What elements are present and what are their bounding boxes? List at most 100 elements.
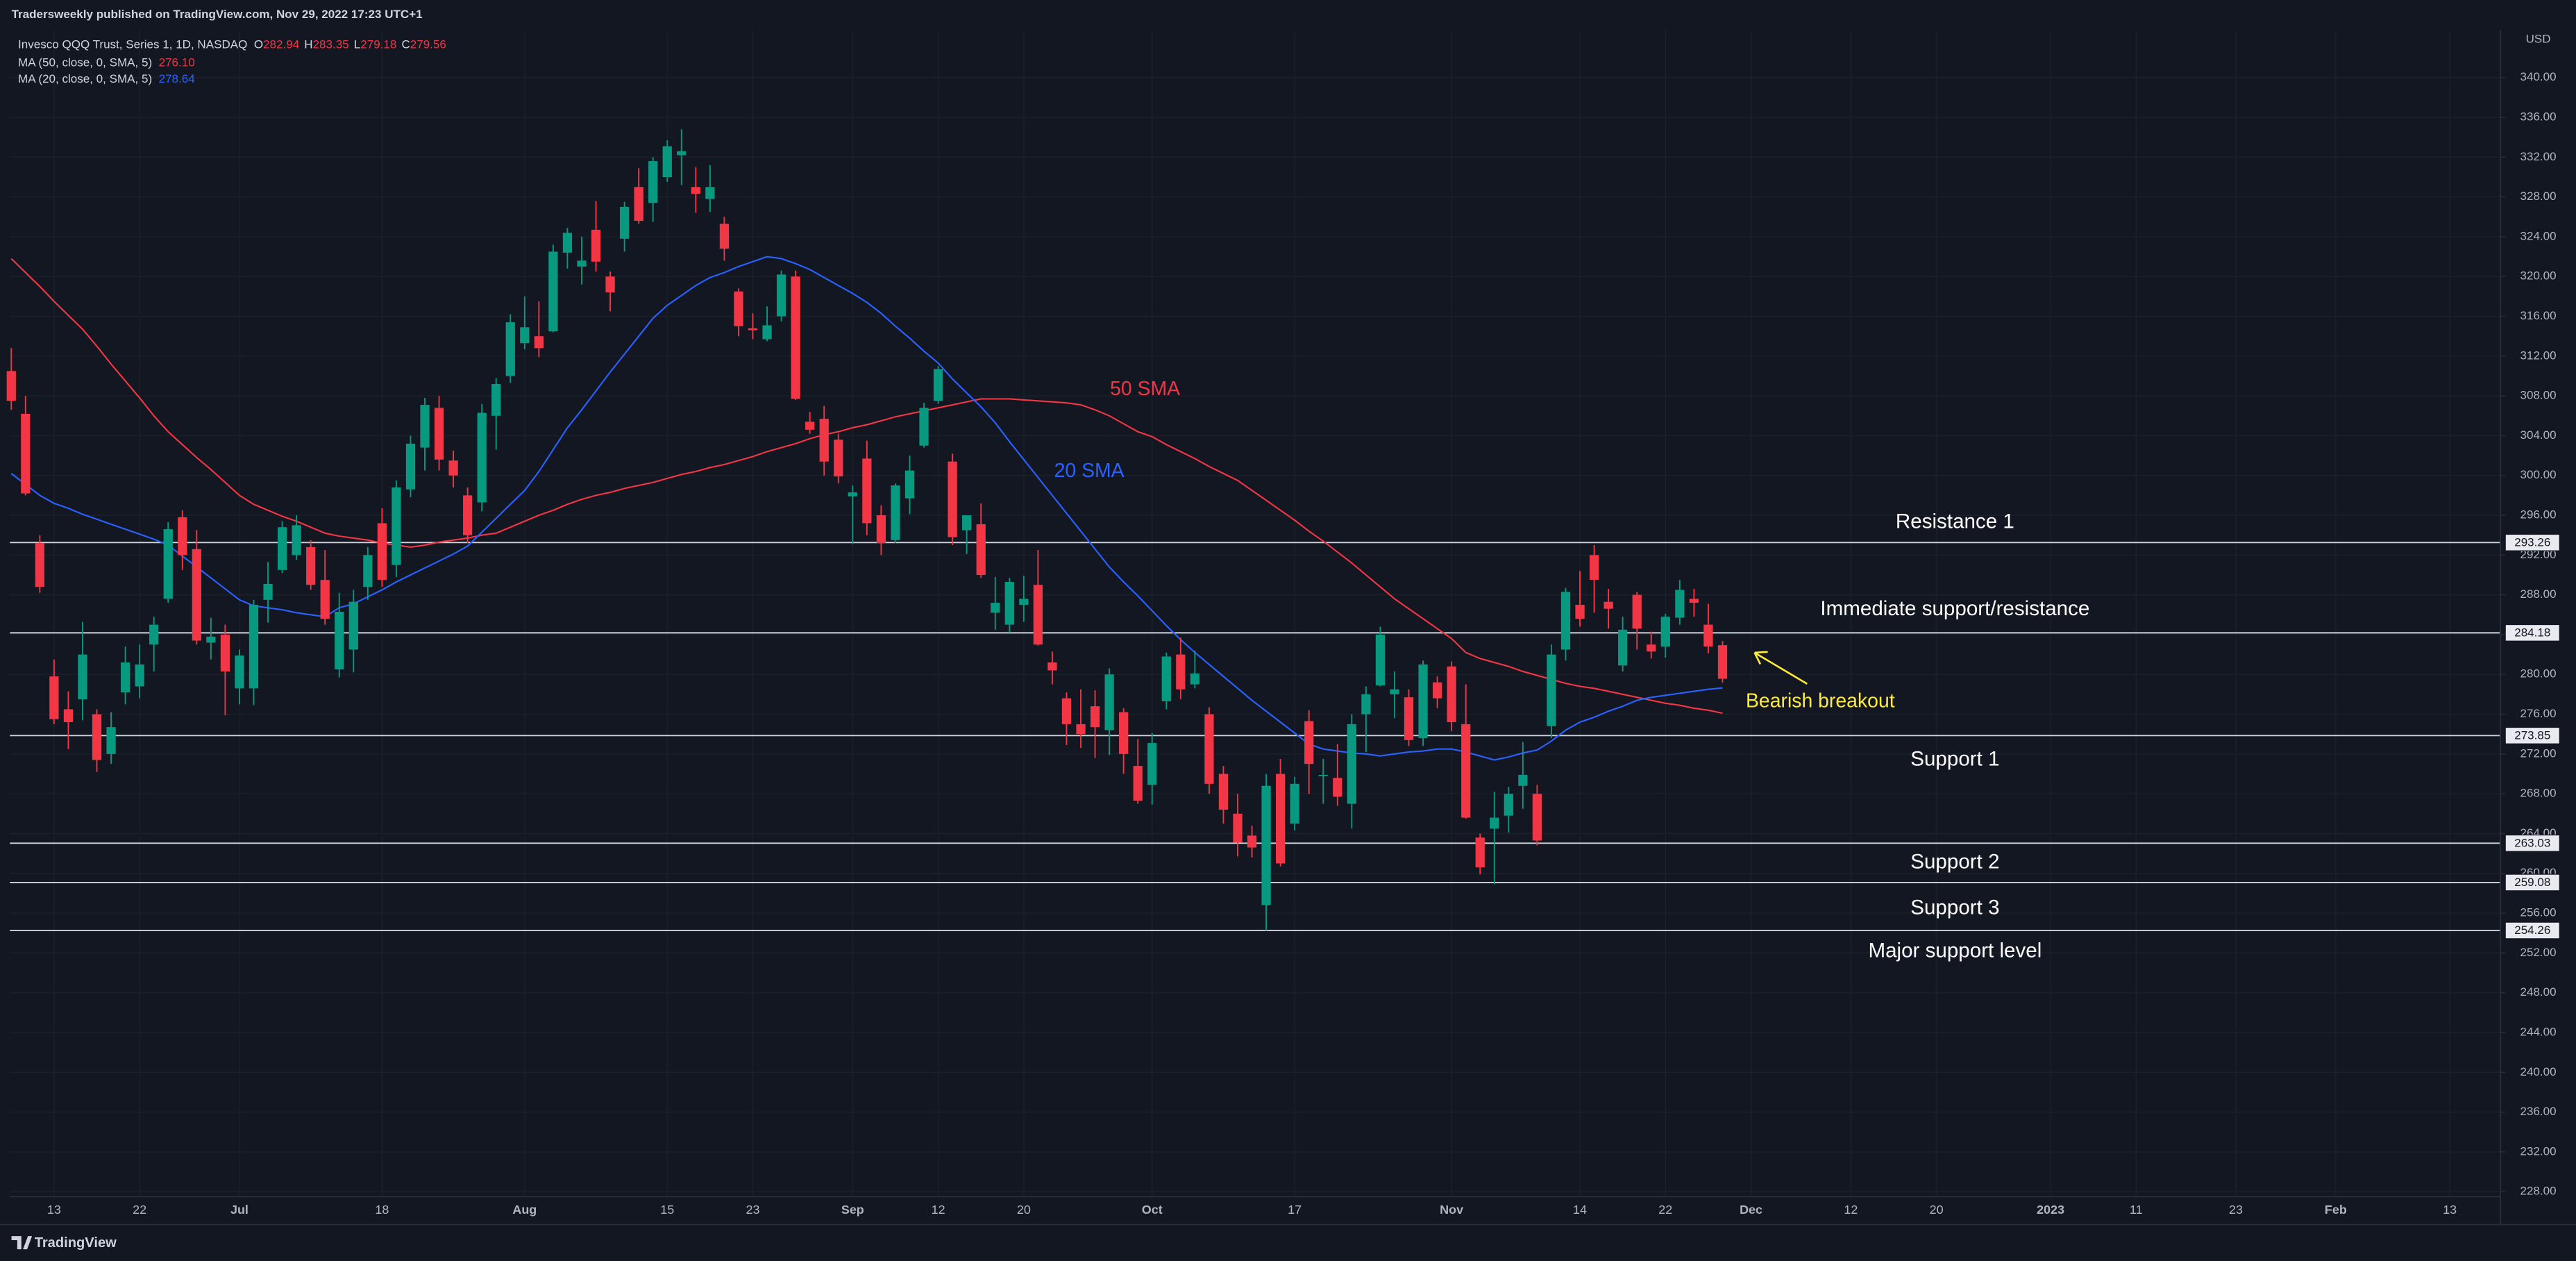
y-tick-label: 320.00 (2520, 269, 2557, 283)
symbol: Invesco QQQ Trust, Series 1, 1D, NASDAQ (18, 37, 247, 51)
level-price-box (2505, 726, 2560, 744)
y-tick-label: 272.00 (2520, 746, 2557, 760)
ohlc-letter: C (401, 37, 410, 51)
candle-body (1703, 624, 1713, 647)
candle-body (1218, 774, 1229, 810)
candle-body (120, 662, 131, 693)
candle-body (1004, 582, 1014, 625)
candle-body (1104, 674, 1114, 730)
candle-body (933, 369, 943, 401)
x-tick-label: 11 (2130, 1203, 2143, 1217)
candle-body (249, 604, 259, 689)
published-line: Tradersweekly published on TradingView.c… (12, 8, 423, 21)
candle-body (1717, 645, 1728, 679)
candle-body (1404, 697, 1414, 740)
y-tick-label: 324.00 (2520, 229, 2557, 242)
candle-body (534, 336, 544, 349)
x-tick-label: 12 (1844, 1203, 1858, 1217)
y-tick-label: 240.00 (2520, 1065, 2557, 1078)
candle-body (776, 274, 786, 317)
ohlc-value: 279.56 (410, 37, 446, 51)
level-price-label: 259.08 (2514, 876, 2550, 889)
level-price-box (2505, 624, 2560, 642)
candle-body (363, 555, 373, 587)
candle-body (1033, 585, 1043, 645)
candle-body (178, 517, 187, 556)
candle-body (1090, 706, 1100, 728)
candle-body (477, 412, 487, 503)
candle-body (1689, 599, 1699, 603)
candle-body (620, 206, 630, 239)
x-tick-label: 22 (1658, 1203, 1672, 1217)
candle-body (1204, 714, 1214, 784)
candle-body (163, 529, 173, 599)
footer-logo: TradingView (11, 1235, 117, 1251)
x-tick-label: 17 (1288, 1203, 1302, 1217)
x-tick-label: 2023 (2037, 1203, 2064, 1217)
candle-body (848, 492, 857, 496)
candle-body (1061, 698, 1072, 724)
candle-body (320, 580, 330, 619)
level-name: Major support level (1868, 940, 2042, 962)
x-tick-label: 13 (2443, 1203, 2457, 1217)
level-name: Support 2 (1910, 851, 1999, 874)
x-tick-label: 12 (932, 1203, 945, 1217)
x-tick-label: 13 (47, 1203, 61, 1217)
x-tick-label: 20 (1017, 1203, 1031, 1217)
candle-body (377, 523, 387, 581)
candle-body (1119, 712, 1129, 754)
currency: USD (2526, 33, 2551, 46)
candle-body (35, 543, 44, 587)
y-tick-label: 232.00 (2520, 1144, 2557, 1158)
candle-body (1247, 835, 1257, 848)
legend-entry: MA (20, close, 0, SMA, 5) 278.64 (18, 72, 195, 85)
level-price-label: 284.18 (2514, 626, 2550, 640)
x-tick-label: Aug (512, 1203, 537, 1217)
candle-body (962, 515, 972, 531)
y-tick-label: 256.00 (2520, 906, 2557, 919)
candle-body (1589, 555, 1599, 581)
level-price-box (2505, 834, 2560, 852)
candle-body (63, 709, 74, 723)
y-tick-label: 244.00 (2520, 1025, 2557, 1038)
candle-body (976, 524, 986, 575)
y-tick-label: 312.00 (2520, 349, 2557, 362)
candle-body (1532, 794, 1542, 841)
candle-body (1375, 634, 1386, 686)
y-tick-label: 276.00 (2520, 707, 2557, 720)
candle-body (1432, 682, 1442, 699)
candle-body (49, 676, 59, 719)
candle-body (149, 624, 159, 645)
candle-body (862, 458, 872, 524)
candle-body (491, 383, 501, 416)
level-price-box (2505, 921, 2560, 940)
x-tick-label: 20 (1930, 1203, 1944, 1217)
candle-body (1475, 837, 1485, 868)
candle-body (1490, 817, 1499, 829)
candle-body (1276, 774, 1286, 864)
candle-body (1304, 721, 1314, 765)
legend-entry: MA (50, close, 0, SMA, 5) 276.10 (18, 56, 195, 69)
candle-body (805, 421, 815, 430)
y-tick-label: 332.00 (2520, 150, 2557, 163)
candle-body (1147, 743, 1157, 785)
candle-body (1675, 590, 1685, 618)
level-price-label: 263.03 (2514, 837, 2550, 850)
candle-body (677, 151, 687, 156)
x-tick-label: 23 (2229, 1203, 2243, 1217)
candle-body (1047, 662, 1057, 671)
level-price-box (2505, 874, 2560, 892)
candle-body (634, 187, 643, 222)
y-tick-label: 304.00 (2520, 428, 2557, 442)
level-price-label: 273.85 (2514, 729, 2550, 742)
level-price-label: 293.26 (2514, 536, 2550, 549)
candle-body (1560, 592, 1571, 650)
candle-body (1261, 785, 1271, 905)
candle-body (277, 527, 287, 570)
y-tick-label: 236.00 (2520, 1105, 2557, 1118)
x-tick-label: Jul (230, 1203, 249, 1217)
y-tick-label: 340.00 (2520, 70, 2557, 83)
candle-body (762, 325, 772, 340)
